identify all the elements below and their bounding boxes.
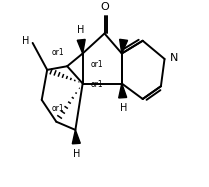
Polygon shape: [77, 39, 85, 53]
Text: H: H: [22, 36, 30, 46]
Text: H: H: [77, 25, 84, 35]
Text: H: H: [73, 149, 80, 159]
Text: or1: or1: [52, 48, 64, 57]
Text: N: N: [170, 53, 178, 63]
Text: H: H: [120, 103, 127, 113]
Polygon shape: [119, 84, 127, 98]
Polygon shape: [72, 130, 80, 144]
Polygon shape: [120, 39, 127, 53]
Text: or1: or1: [91, 59, 103, 69]
Text: or1: or1: [51, 104, 64, 113]
Text: O: O: [100, 2, 109, 12]
Text: or1: or1: [91, 79, 103, 89]
